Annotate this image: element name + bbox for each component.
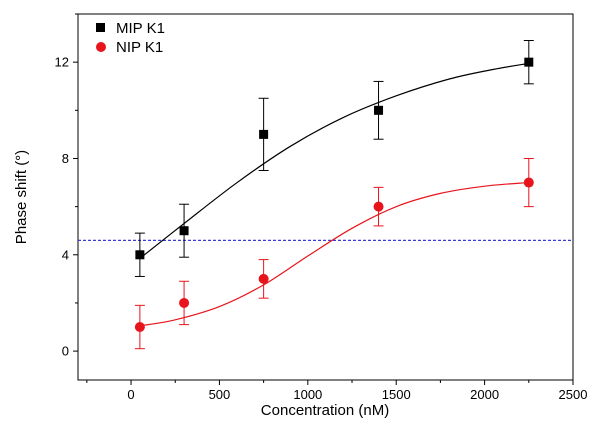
x-tick-label: 1500 (382, 387, 411, 402)
data-point-nip-k1 (373, 201, 384, 212)
data-point-mip-k1 (179, 226, 189, 236)
data-point-nip-k1 (258, 273, 269, 284)
legend-marker-nip-k1 (96, 42, 106, 52)
data-point-nip-k1 (134, 322, 145, 333)
x-tick-label: 0 (127, 387, 134, 402)
legend-label-mip-k1: MIP K1 (116, 20, 165, 37)
plot-frame (77, 13, 574, 381)
fit-curve-nip-k1 (139, 181, 529, 327)
y-tick-label: 0 (62, 344, 69, 359)
data-point-mip-k1 (374, 105, 384, 115)
y-tick-label: 4 (62, 247, 69, 262)
y-tick-label: 12 (55, 55, 69, 70)
y-axis-label: Phase shift (°) (13, 150, 30, 244)
x-tick-label: 500 (209, 387, 231, 402)
y-tick-label: 8 (62, 151, 69, 166)
data-point-mip-k1 (135, 250, 145, 260)
data-point-mip-k1 (259, 129, 269, 139)
x-tick-label: 2000 (470, 387, 499, 402)
x-tick-label: 2500 (559, 387, 588, 402)
fit-curve-mip-k1 (139, 62, 529, 259)
x-tick-label: 1000 (293, 387, 322, 402)
x-axis-label: Concentration (nM) (261, 402, 389, 419)
data-point-mip-k1 (524, 57, 534, 67)
data-point-nip-k1 (523, 177, 534, 188)
legend-label-nip-k1: NIP K1 (116, 39, 163, 56)
legend-marker-mip-k1 (96, 23, 105, 32)
data-point-nip-k1 (179, 297, 190, 308)
